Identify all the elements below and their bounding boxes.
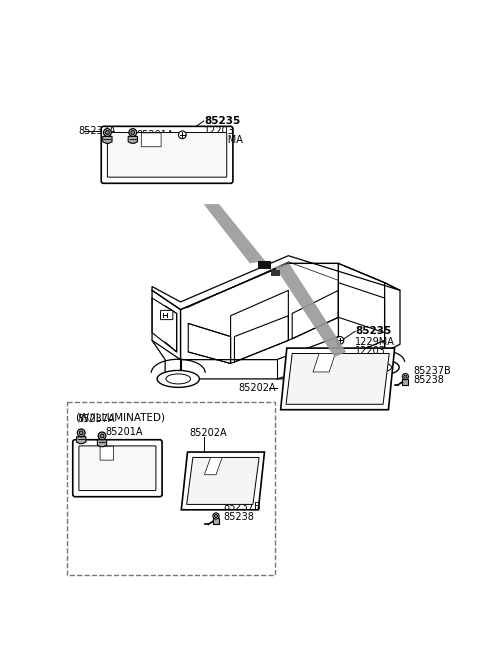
Polygon shape bbox=[204, 457, 222, 475]
Polygon shape bbox=[128, 136, 137, 143]
Circle shape bbox=[77, 429, 85, 437]
Circle shape bbox=[100, 434, 104, 438]
Circle shape bbox=[79, 431, 83, 435]
Polygon shape bbox=[97, 440, 107, 447]
Polygon shape bbox=[204, 204, 265, 263]
FancyBboxPatch shape bbox=[108, 132, 227, 177]
FancyBboxPatch shape bbox=[67, 402, 275, 575]
Text: 1229MA: 1229MA bbox=[204, 135, 244, 145]
FancyBboxPatch shape bbox=[213, 518, 219, 525]
Text: 85235: 85235 bbox=[204, 116, 240, 126]
Circle shape bbox=[404, 375, 407, 378]
Text: 85237A: 85237A bbox=[77, 414, 115, 424]
Circle shape bbox=[98, 432, 106, 440]
Polygon shape bbox=[281, 348, 395, 409]
Circle shape bbox=[104, 128, 111, 136]
FancyBboxPatch shape bbox=[271, 270, 280, 276]
Polygon shape bbox=[187, 457, 259, 504]
Text: 85238: 85238 bbox=[224, 512, 254, 523]
Circle shape bbox=[106, 130, 109, 134]
Text: 85237A: 85237A bbox=[78, 126, 116, 136]
Polygon shape bbox=[275, 263, 346, 358]
Text: 85235: 85235 bbox=[355, 326, 392, 336]
Text: 85238: 85238 bbox=[413, 375, 444, 385]
Text: 85202A: 85202A bbox=[238, 383, 276, 393]
Polygon shape bbox=[313, 354, 336, 372]
FancyBboxPatch shape bbox=[160, 310, 173, 320]
Text: 85237B: 85237B bbox=[413, 366, 451, 376]
Circle shape bbox=[336, 337, 344, 345]
Ellipse shape bbox=[362, 360, 399, 375]
FancyBboxPatch shape bbox=[100, 446, 114, 460]
Circle shape bbox=[129, 128, 137, 136]
FancyBboxPatch shape bbox=[141, 133, 161, 147]
Text: 12203: 12203 bbox=[204, 126, 235, 136]
Circle shape bbox=[402, 373, 408, 380]
FancyBboxPatch shape bbox=[258, 261, 271, 269]
Circle shape bbox=[179, 131, 186, 139]
Text: 85201A: 85201A bbox=[137, 130, 174, 140]
Circle shape bbox=[213, 513, 219, 519]
Text: 85201A: 85201A bbox=[106, 427, 144, 437]
FancyBboxPatch shape bbox=[73, 440, 162, 496]
Text: (W/ILLUMINATED): (W/ILLUMINATED) bbox=[75, 413, 165, 422]
Polygon shape bbox=[77, 437, 86, 443]
Circle shape bbox=[131, 130, 135, 134]
Ellipse shape bbox=[370, 363, 392, 372]
Ellipse shape bbox=[166, 374, 191, 384]
Polygon shape bbox=[181, 452, 264, 510]
Polygon shape bbox=[103, 136, 112, 143]
FancyBboxPatch shape bbox=[79, 446, 156, 491]
Polygon shape bbox=[286, 354, 389, 404]
Circle shape bbox=[215, 514, 217, 517]
FancyBboxPatch shape bbox=[402, 379, 408, 385]
Text: 85202A: 85202A bbox=[189, 428, 227, 438]
Text: 85237B: 85237B bbox=[224, 502, 262, 512]
Ellipse shape bbox=[157, 371, 199, 387]
Text: 12203: 12203 bbox=[355, 346, 386, 356]
Text: 1229MA: 1229MA bbox=[355, 337, 395, 347]
FancyBboxPatch shape bbox=[101, 126, 233, 183]
